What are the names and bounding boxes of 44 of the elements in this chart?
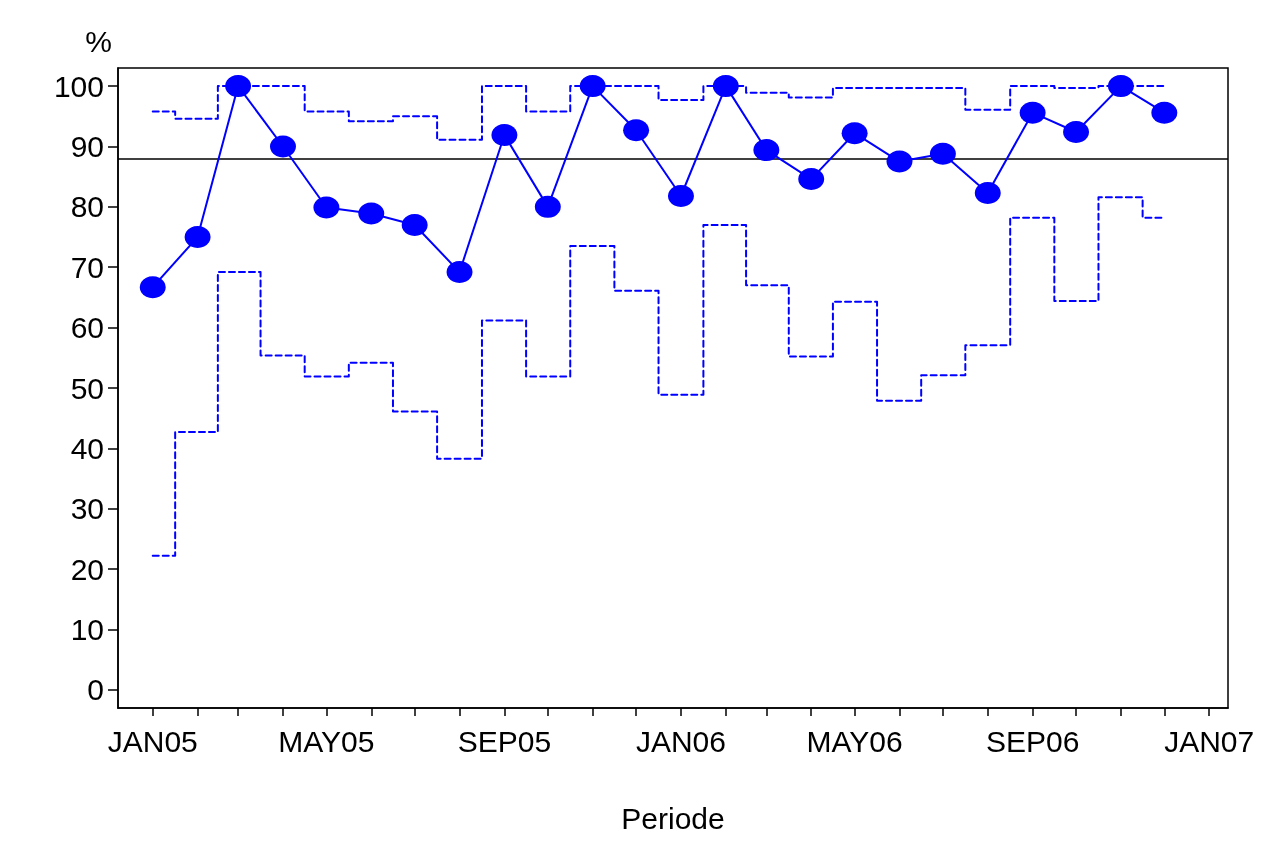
y-tick-label: 70	[70, 250, 104, 284]
y-tick-label: 30	[70, 492, 104, 526]
x-tick-label: MAY06	[806, 724, 903, 758]
point	[401, 213, 428, 236]
x-tick-label: JAN06	[635, 724, 726, 758]
x-tick-label: JAN05	[107, 724, 198, 758]
point	[1151, 101, 1178, 124]
y-tick-label: 60	[70, 311, 104, 345]
y-tick-label: 80	[70, 190, 104, 224]
point	[712, 75, 739, 98]
x-tick-label: SEP05	[457, 724, 552, 758]
point	[491, 124, 518, 147]
point	[1107, 75, 1134, 98]
y-tick-label: 10	[70, 613, 104, 647]
point	[313, 196, 340, 219]
y-tick-label: 40	[70, 431, 104, 465]
point	[225, 75, 252, 98]
point	[841, 122, 868, 145]
point	[667, 185, 694, 207]
point	[1019, 101, 1046, 124]
point	[139, 276, 166, 299]
y-tick-label: 20	[70, 552, 104, 586]
y-tick-label: 50	[70, 371, 104, 405]
point	[886, 150, 913, 173]
y-tick-label: 100	[53, 69, 104, 103]
point	[974, 181, 1001, 204]
x-tick-label: SEP06	[985, 724, 1080, 758]
point	[929, 142, 956, 165]
point	[1063, 121, 1090, 143]
point	[798, 168, 825, 191]
y-tick-label: 0	[87, 673, 104, 707]
x-tick-label: JAN07	[1164, 724, 1255, 758]
point	[534, 195, 561, 218]
point	[623, 119, 650, 142]
point	[753, 139, 780, 162]
y-axis-title: %	[85, 24, 112, 58]
x-tick-label: MAY05	[278, 724, 375, 758]
point	[270, 135, 296, 158]
point	[358, 202, 385, 225]
point	[446, 261, 473, 284]
point	[579, 75, 606, 98]
point	[184, 226, 211, 249]
y-tick-label: 90	[70, 129, 104, 163]
x-axis-title: Periode	[621, 801, 725, 835]
